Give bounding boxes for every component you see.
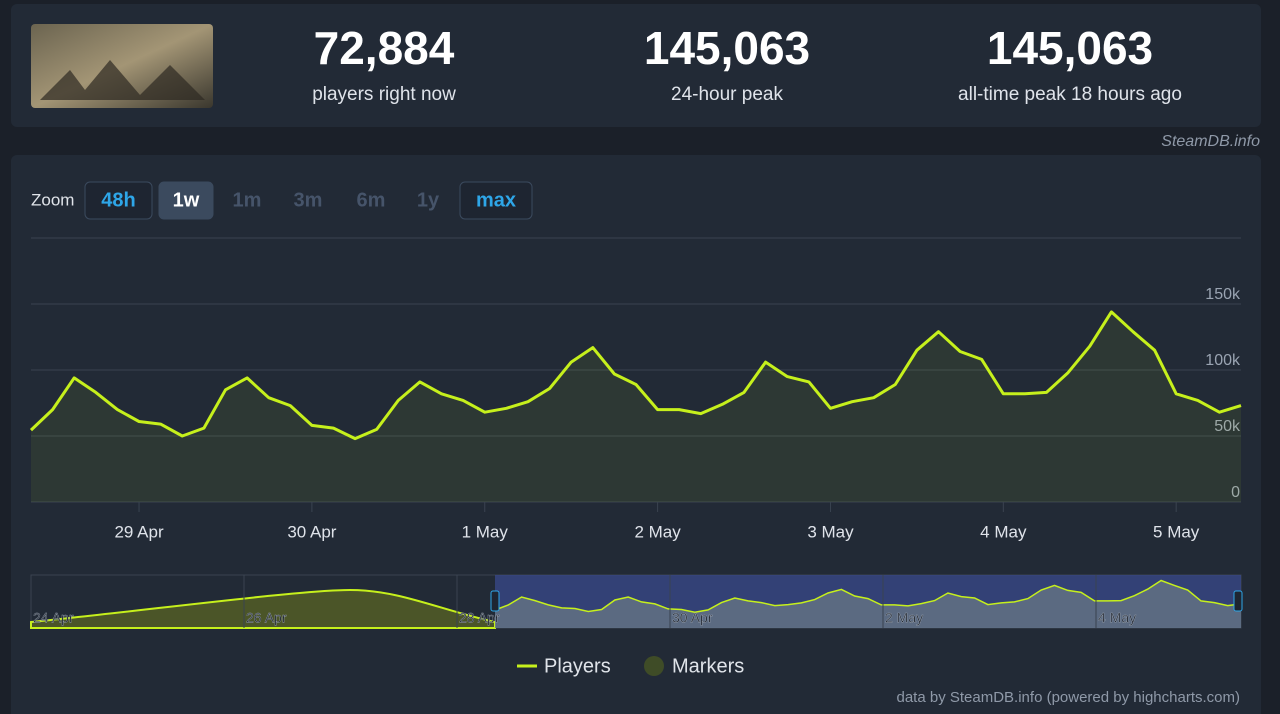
zoom-button[interactable]: 1w bbox=[158, 181, 214, 220]
area bbox=[31, 311, 1241, 502]
navigator-label: 2 May bbox=[885, 610, 923, 626]
navigator-label: 28 Apr bbox=[459, 610, 500, 626]
chart-panel bbox=[11, 155, 1261, 714]
navigator-label: 24 Apr bbox=[33, 610, 74, 626]
x-tick-label: 29 Apr bbox=[114, 522, 163, 541]
zoom-button[interactable]: max bbox=[459, 181, 533, 220]
zoom-button[interactable]: 1m bbox=[233, 189, 262, 211]
button-bg[interactable] bbox=[459, 181, 533, 220]
footer-credit[interactable]: data by SteamDB.info (powered by highcha… bbox=[897, 689, 1241, 706]
x-tick-label: 4 May bbox=[980, 522, 1027, 541]
button-label[interactable]: 6m bbox=[357, 189, 386, 211]
thumbnail-art bbox=[40, 60, 205, 100]
button-label[interactable]: 1y bbox=[417, 189, 440, 211]
stats-panel bbox=[11, 4, 1261, 127]
stat-value: 145,063 bbox=[644, 22, 810, 74]
credit[interactable]: SteamDB.info bbox=[1161, 133, 1260, 150]
button-bg[interactable] bbox=[84, 181, 153, 220]
zoom-button[interactable]: 1y bbox=[417, 189, 440, 211]
x-tick-label: 2 May bbox=[634, 522, 681, 541]
plot: 0 50k 100k 150k 29 Apr 30 Apr 1 May 2 May 3 May 4… bbox=[29, 286, 1242, 541]
navigator-history bbox=[30, 588, 496, 629]
zoom-button[interactable]: 48h bbox=[84, 181, 153, 220]
navigator-handle[interactable] bbox=[490, 590, 500, 612]
navigator-label: 30 Apr bbox=[672, 610, 713, 626]
zoom-button[interactable]: 6m bbox=[357, 189, 386, 211]
y-tick-label: 150k bbox=[1205, 286, 1241, 303]
y-tick-label: 100k bbox=[1205, 352, 1241, 369]
button-label[interactable]: 1w bbox=[173, 189, 200, 211]
x-tick-label: 30 Apr bbox=[287, 522, 336, 541]
zoom-buttons: 48h 1w 1m 3m 6m 1y max bbox=[84, 181, 533, 220]
stat-label: all-time peak 18 hours ago bbox=[958, 84, 1182, 105]
zoom-label: Zoom bbox=[31, 190, 74, 209]
navigator-label: 4 May bbox=[1098, 610, 1136, 626]
legend-label[interactable]: Markers bbox=[672, 655, 744, 677]
legend-label[interactable]: Players bbox=[544, 655, 611, 677]
button-label[interactable]: 48h bbox=[101, 189, 135, 211]
x-tick-label: 5 May bbox=[1153, 522, 1200, 541]
navigator: 24 Apr 26 Apr 28 Apr 30 Apr 2 May 4 May bbox=[33, 575, 1243, 628]
stat-label: 24-hour peak bbox=[671, 84, 783, 105]
x-tick-label: 1 May bbox=[462, 522, 509, 541]
navigator-label: 26 Apr bbox=[246, 610, 287, 626]
legend-marker bbox=[644, 656, 664, 676]
button-bg[interactable] bbox=[158, 181, 214, 220]
navigator-handle[interactable] bbox=[1233, 590, 1243, 612]
button-label[interactable]: max bbox=[476, 189, 516, 211]
zoom-button[interactable]: 3m bbox=[294, 189, 323, 211]
stat-label: players right now bbox=[312, 84, 456, 105]
button-label[interactable]: 1m bbox=[233, 189, 262, 211]
navigator-area bbox=[495, 580, 1241, 628]
button-label[interactable]: 3m bbox=[294, 189, 323, 211]
y-tick-label: 0 bbox=[1231, 484, 1240, 501]
y-tick-label: 50k bbox=[1214, 418, 1241, 435]
players-line bbox=[29, 310, 1242, 441]
navigator-line bbox=[494, 579, 1242, 613]
stat-value: 145,063 bbox=[987, 22, 1153, 74]
x-tick-label: 3 May bbox=[807, 522, 854, 541]
stat-value: 72,884 bbox=[314, 22, 455, 74]
